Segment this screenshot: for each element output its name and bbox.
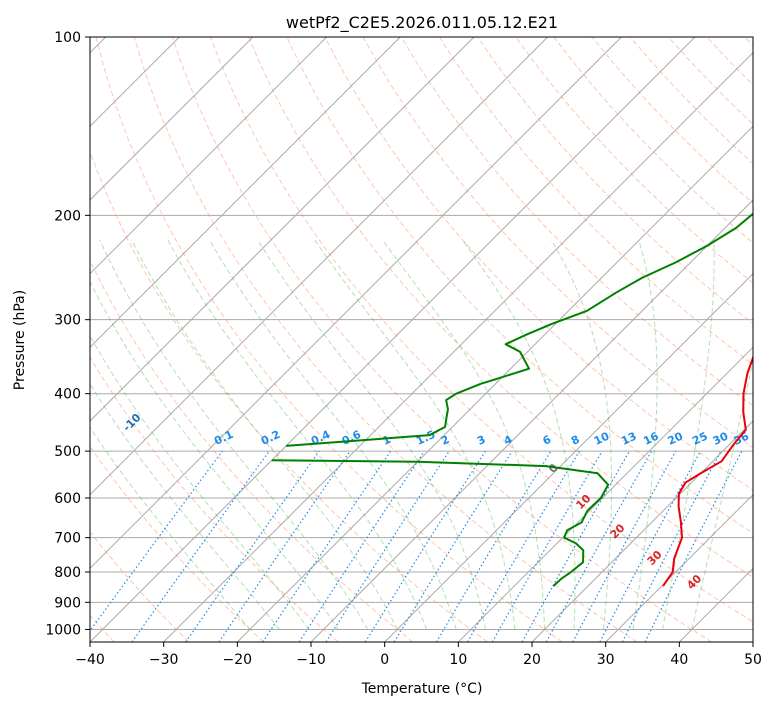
y-tick-label: 500 [54, 444, 81, 460]
mixing-ratio-line [185, 450, 320, 642]
x-tick-label: 30 [597, 652, 615, 668]
moist-adiabat-line [632, 239, 658, 630]
x-tick-label: −30 [149, 652, 179, 668]
mixing-ratio-label: 13 [619, 430, 638, 448]
isotherm-line [236, 125, 753, 642]
isotherm-line [90, 37, 401, 349]
dry-adiabat-line [324, 37, 753, 491]
dry-adiabat-line [133, 37, 638, 642]
mixing-ratio-label: 16 [641, 429, 661, 447]
isotherm-line [90, 37, 328, 275]
dry-adiabat-line [248, 37, 753, 578]
dry-adiabat-line [171, 37, 712, 642]
isotherm-line [310, 199, 753, 642]
x-tick-label: 50 [744, 652, 762, 668]
dry-adiabat-line [90, 356, 339, 642]
moist-adiabat-line [461, 239, 576, 630]
plot-frame [89, 36, 754, 643]
isotherm-line [384, 272, 753, 642]
moist-adiabat-line [99, 239, 369, 630]
isotherm-line [457, 346, 753, 642]
mixing-ratio-label: 30 [711, 429, 731, 447]
isotherm-line [605, 493, 753, 642]
y-tick-label: 1000 [45, 622, 81, 638]
y-axis: 100 200 300 400 500 600 700 800 900 1000 [45, 30, 90, 638]
y-tick-label: 400 [54, 387, 81, 403]
moist-adiabat-line [257, 239, 487, 630]
y-tick-label: 600 [54, 491, 81, 507]
mixing-ratio-line [262, 450, 392, 642]
mixing-ratio-line [218, 450, 351, 642]
x-tick-label: 20 [523, 652, 541, 668]
x-tick-label: 10 [449, 652, 467, 668]
chart-title: wetPf2_C2E5.2026.011.05.12.E21 [286, 13, 558, 33]
dry-adiabat-line [90, 150, 488, 642]
moist-adiabat-line [167, 239, 428, 630]
isotherm-line [90, 37, 696, 642]
dry-adiabat-line [439, 37, 753, 366]
isotherm-line [90, 37, 475, 422]
dry-adiabat-line [210, 37, 753, 623]
mixing-ratio-line [90, 450, 223, 632]
moist-adiabat-line [550, 239, 613, 630]
y-tick-label: 100 [54, 30, 81, 46]
y-axis-label: Pressure (hPa) [12, 290, 28, 390]
dry-adiabat-line [90, 259, 414, 642]
y-tick-label: 200 [54, 208, 81, 224]
dry-adiabat-line [95, 37, 563, 642]
moist-adiabat-line [208, 239, 457, 630]
mixing-ratio-line [644, 450, 743, 642]
x-tick-label: −10 [296, 652, 326, 668]
isotherm-line [90, 37, 254, 201]
mixing-ratio-label: 36 [732, 429, 752, 447]
y-tick-label: 800 [54, 565, 81, 581]
dry-adiabat-line [400, 37, 753, 407]
mixing-ratio-label: 20 [666, 429, 686, 447]
x-tick-label: 40 [670, 652, 688, 668]
moist-adiabat-line [382, 239, 546, 630]
x-tick-label: −20 [223, 652, 253, 668]
isotherm-line [163, 51, 753, 642]
x-axis-label: Temperature (°C) [361, 681, 483, 697]
isotherm-line [90, 37, 622, 570]
mixing-ratio-line [572, 450, 677, 642]
y-tick-label: 900 [54, 595, 81, 611]
mixing-ratio-line [298, 450, 425, 642]
isotherm-line [531, 420, 753, 642]
moist-adiabat-line [90, 382, 280, 630]
y-tick-label: 700 [54, 531, 81, 547]
mixing-ratio-label: 10 [592, 429, 612, 447]
temperature-profile-line [662, 354, 753, 587]
mixing-ratio-line [545, 450, 653, 642]
dry-adiabat-line [515, 37, 753, 284]
mixing-ratio-line [131, 450, 270, 642]
dewpoint-upper-profile-line [286, 212, 753, 447]
x-tick-label: 0 [380, 652, 389, 668]
y-tick-label: 300 [54, 313, 81, 329]
moist-adiabat-line [90, 334, 310, 630]
dewpoint-profile-line [271, 459, 610, 587]
moist-adiabat-line [691, 358, 753, 630]
plot-area: 0.10.20.40.611.52346810131620253036-100-… [90, 37, 753, 642]
mixing-ratio-line [393, 450, 513, 642]
isotherm-line [90, 37, 549, 496]
dry-adiabat-line [90, 531, 190, 642]
dry-adiabat-line [90, 445, 264, 642]
x-axis: −40 −30 −20 −10 0 10 20 30 40 50 [75, 642, 762, 668]
moist-adiabat-line [661, 239, 715, 630]
mixing-ratio-line [521, 450, 631, 642]
mixing-ratio-line [325, 450, 450, 642]
moist-adiabat-line [90, 280, 339, 630]
moist-adiabat-line [314, 239, 516, 630]
x-tick-label: −40 [75, 652, 105, 668]
mixing-ratio-label: 25 [690, 430, 709, 448]
